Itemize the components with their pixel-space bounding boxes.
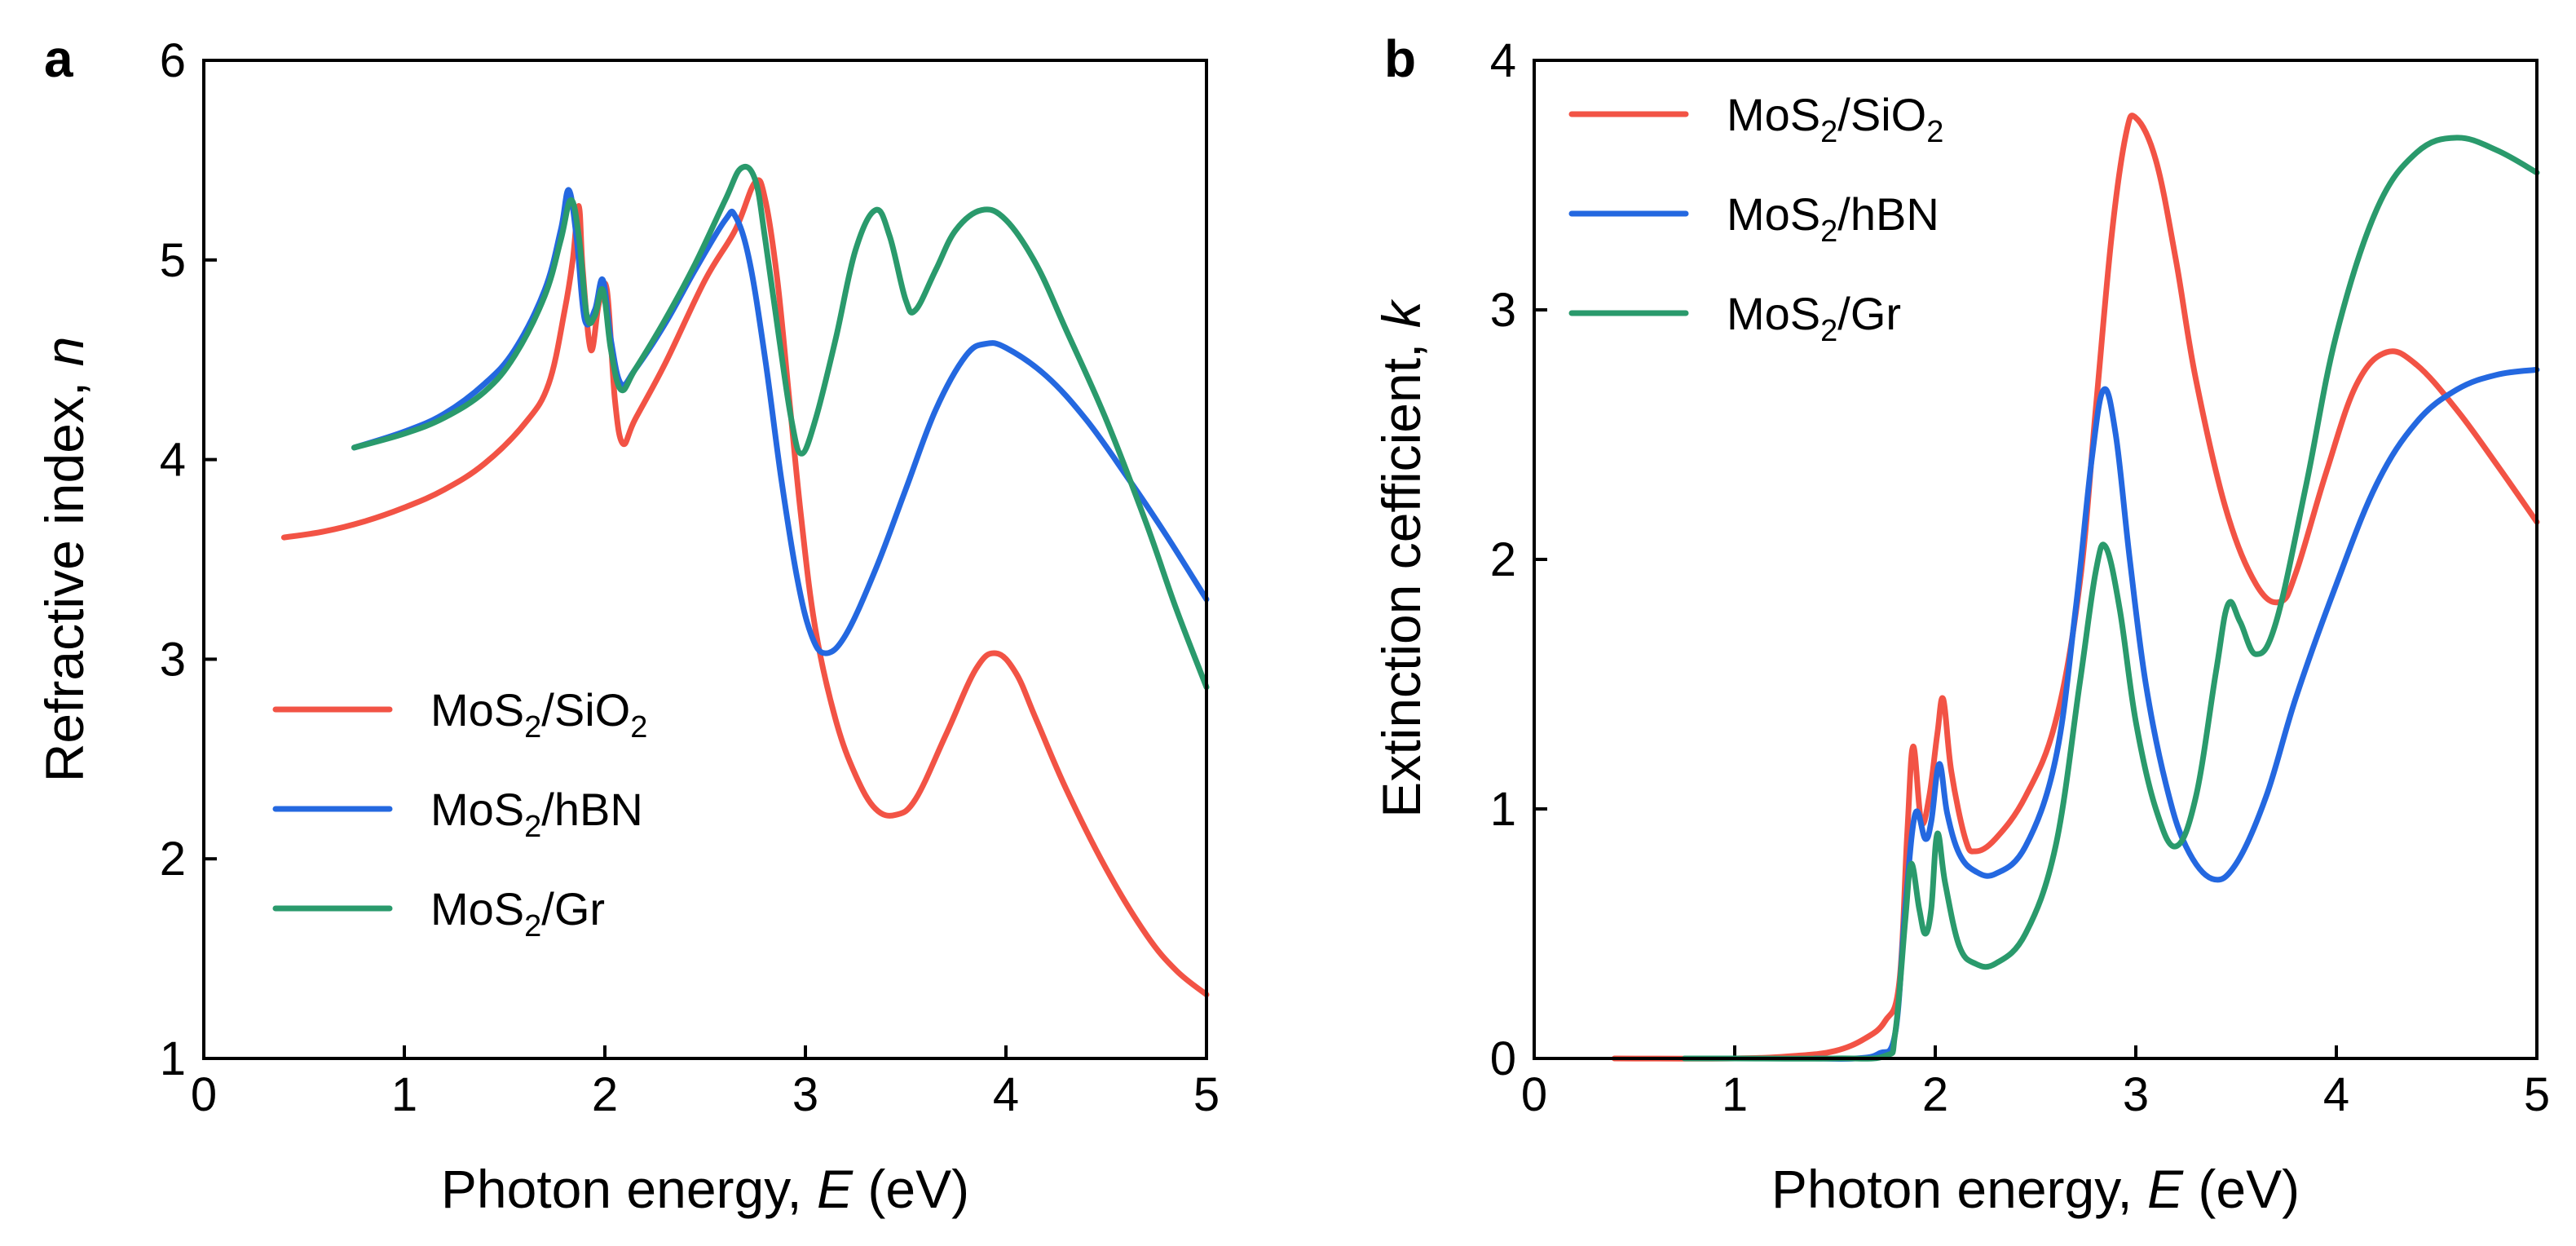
panel-b: b 0 1 2 3 4 5 0 1 2 3 4 Photon energy, E (eV) Exti… [1371, 29, 2550, 1219]
panel-b-letter: b [1384, 29, 1416, 88]
panel-b-x-tick-label: 0 [1521, 1068, 1547, 1121]
panel-b-y-axis-title: Extinction cefficient, k [1371, 298, 1431, 817]
panel-b-series [1611, 113, 2540, 1062]
panel-a-y-tick-label: 1 [160, 1032, 186, 1085]
panel-a-x-tick-label: 0 [191, 1068, 217, 1121]
panel-b-y-tick-label: 2 [1490, 533, 1516, 586]
panel-b-y-tick-label: 3 [1490, 284, 1516, 337]
panel-b-x-axis-title: Photon energy, E (eV) [1771, 1159, 2300, 1219]
panel-a-y-tick-label: 5 [160, 234, 186, 287]
panel-b-x-tick-label: 2 [1922, 1068, 1948, 1121]
panel-b-legend: MoS2/SiO2 MoS2/hBN MoS2/Gr [1568, 89, 1943, 348]
panel-a-frame [202, 59, 1208, 1060]
legend-label: MoS2/hBN [430, 784, 643, 844]
series-line-mos2-gr [1682, 135, 2540, 1062]
legend-label: MoS2/Gr [430, 883, 605, 943]
panel-a-y-tick-label: 4 [160, 434, 186, 487]
panel-b-x-tick-label: 3 [2123, 1068, 2149, 1121]
panel-a-x-tick-label: 5 [1193, 1068, 1220, 1121]
panel-a-y-tick-label: 3 [160, 633, 186, 686]
panel-b-x-tick-label: 4 [2323, 1068, 2349, 1121]
panel-b-y-tick-label: 1 [1490, 783, 1516, 836]
panel-a-x-tick-label: 4 [993, 1068, 1019, 1121]
panel-b-frame [1533, 59, 2539, 1060]
panel-a-x-tick-label: 3 [792, 1068, 818, 1121]
panel-b-ticks: 0 1 2 3 4 5 0 1 2 3 4 [1490, 34, 2550, 1121]
panel-a-y-tick-label: 2 [160, 833, 186, 886]
legend-label: MoS2/hBN [1727, 188, 1939, 249]
series-line-mos2-sio2 [280, 177, 1210, 998]
panel-a-series [280, 163, 1210, 998]
panel-b-y-tick-label: 0 [1490, 1032, 1516, 1085]
panel-b-x-tick-label: 5 [2524, 1068, 2550, 1121]
panel-b-x-tick-label: 1 [1722, 1068, 1748, 1121]
legend-label: MoS2/SiO2 [1727, 89, 1943, 149]
legend-label: MoS2/Gr [1727, 288, 1901, 348]
panel-a-x-tick-label: 1 [391, 1068, 417, 1121]
panel-a-letter: a [44, 29, 73, 88]
series-line-mos2-hbn [1811, 366, 2540, 1062]
series-line-mos2-hbn [351, 187, 1210, 656]
series-line-mos2-gr [351, 163, 1210, 691]
panel-a-x-axis-title: Photon energy, E (eV) [441, 1159, 969, 1219]
panel-a-x-tick-label: 2 [592, 1068, 618, 1121]
panel-a-y-axis-title: Refractive index, n [34, 337, 95, 783]
panel-b-y-tick-label: 4 [1490, 34, 1516, 87]
panel-a-legend: MoS2/SiO2 MoS2/hBN MoS2/Gr [272, 684, 647, 943]
legend-label: MoS2/SiO2 [430, 684, 647, 745]
panel-a-y-tick-label: 6 [160, 34, 186, 87]
